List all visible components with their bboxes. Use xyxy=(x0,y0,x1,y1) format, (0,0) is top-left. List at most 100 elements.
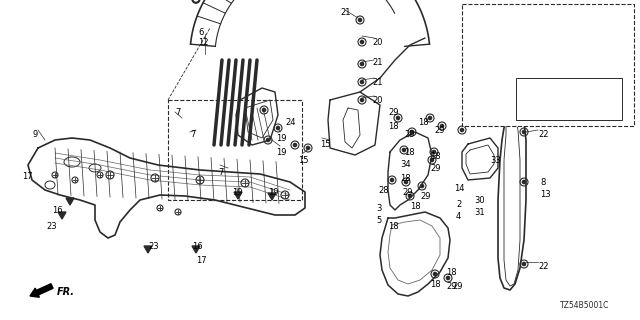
Text: 16: 16 xyxy=(52,206,63,215)
Circle shape xyxy=(410,131,413,134)
Text: 27: 27 xyxy=(572,60,582,69)
Text: 18: 18 xyxy=(418,118,429,127)
Circle shape xyxy=(447,276,450,280)
Text: 3: 3 xyxy=(376,204,381,213)
Circle shape xyxy=(390,179,394,182)
Polygon shape xyxy=(58,212,66,219)
Text: 10: 10 xyxy=(464,14,474,23)
Text: 7: 7 xyxy=(218,168,223,177)
Circle shape xyxy=(420,184,424,188)
Circle shape xyxy=(266,139,269,141)
Text: 4: 4 xyxy=(456,212,461,221)
Text: 2: 2 xyxy=(456,200,461,209)
Text: 18: 18 xyxy=(388,222,399,231)
Circle shape xyxy=(527,89,533,95)
Polygon shape xyxy=(234,192,242,199)
Circle shape xyxy=(522,131,525,134)
Text: 24: 24 xyxy=(285,118,296,127)
Text: 29: 29 xyxy=(404,130,415,139)
Text: 17: 17 xyxy=(22,172,33,181)
FancyArrow shape xyxy=(30,284,53,297)
Text: 12: 12 xyxy=(198,38,209,47)
Circle shape xyxy=(293,143,296,147)
Text: 30: 30 xyxy=(474,196,484,205)
Text: 18: 18 xyxy=(410,202,420,211)
Text: 29: 29 xyxy=(430,164,440,173)
Polygon shape xyxy=(192,246,200,253)
Circle shape xyxy=(440,124,444,128)
Text: 8: 8 xyxy=(540,178,545,187)
Circle shape xyxy=(276,126,280,130)
Text: 26: 26 xyxy=(548,108,559,117)
Circle shape xyxy=(428,116,431,120)
Text: 1: 1 xyxy=(612,110,617,119)
Text: 6: 6 xyxy=(198,28,204,37)
Text: 9: 9 xyxy=(32,130,37,139)
Text: 29: 29 xyxy=(452,282,463,291)
Polygon shape xyxy=(144,246,152,253)
Text: 18: 18 xyxy=(400,174,411,183)
Circle shape xyxy=(360,62,364,66)
Circle shape xyxy=(194,0,198,1)
Circle shape xyxy=(460,128,463,132)
Circle shape xyxy=(486,118,490,122)
Text: 13: 13 xyxy=(540,190,550,199)
Text: 22: 22 xyxy=(538,262,548,271)
Bar xyxy=(168,100,302,200)
Text: 5: 5 xyxy=(376,216,381,225)
Bar xyxy=(516,78,622,120)
Text: 29: 29 xyxy=(434,126,445,135)
Text: 14: 14 xyxy=(454,184,465,193)
Text: 29: 29 xyxy=(420,192,431,201)
Text: 22: 22 xyxy=(538,130,548,139)
Text: 7: 7 xyxy=(175,108,180,117)
Circle shape xyxy=(431,158,434,162)
Text: 19: 19 xyxy=(276,134,287,143)
Circle shape xyxy=(539,109,545,115)
Text: 33: 33 xyxy=(490,156,500,165)
Circle shape xyxy=(192,0,200,3)
Text: 20: 20 xyxy=(372,96,383,105)
Text: TZ54B5001C: TZ54B5001C xyxy=(560,301,609,310)
Text: 7: 7 xyxy=(190,130,195,139)
Text: 11: 11 xyxy=(464,24,474,33)
Text: 34: 34 xyxy=(400,160,411,169)
Text: 16: 16 xyxy=(192,242,203,251)
Text: 18: 18 xyxy=(388,122,399,131)
Text: 15: 15 xyxy=(320,140,330,149)
Text: 17: 17 xyxy=(196,256,207,265)
Text: 29: 29 xyxy=(402,188,413,197)
Circle shape xyxy=(358,19,362,22)
Text: 31: 31 xyxy=(474,208,484,217)
Text: 18: 18 xyxy=(446,268,456,277)
Circle shape xyxy=(360,99,364,102)
Text: 29: 29 xyxy=(446,282,456,291)
Text: FR.: FR. xyxy=(57,287,75,297)
Text: 23: 23 xyxy=(46,222,56,231)
Circle shape xyxy=(307,147,310,150)
Circle shape xyxy=(403,148,406,152)
Circle shape xyxy=(433,150,436,154)
Bar xyxy=(462,4,634,126)
Text: 18: 18 xyxy=(404,148,415,157)
Text: 19: 19 xyxy=(268,188,278,197)
Text: 15: 15 xyxy=(298,156,308,165)
Circle shape xyxy=(396,116,399,120)
Text: 29: 29 xyxy=(388,108,399,117)
Polygon shape xyxy=(268,193,276,200)
Circle shape xyxy=(522,262,525,266)
Text: 18: 18 xyxy=(430,280,440,289)
Polygon shape xyxy=(66,198,74,205)
Text: 28: 28 xyxy=(378,186,388,195)
Circle shape xyxy=(262,108,266,112)
Text: 23: 23 xyxy=(148,242,159,251)
Circle shape xyxy=(360,40,364,44)
Text: 21: 21 xyxy=(372,58,383,67)
Circle shape xyxy=(522,180,525,184)
Text: 20: 20 xyxy=(372,38,383,47)
Text: 32: 32 xyxy=(466,112,477,121)
Circle shape xyxy=(556,42,560,46)
Text: 21: 21 xyxy=(372,78,383,87)
Circle shape xyxy=(360,80,364,84)
Text: 21: 21 xyxy=(340,8,351,17)
